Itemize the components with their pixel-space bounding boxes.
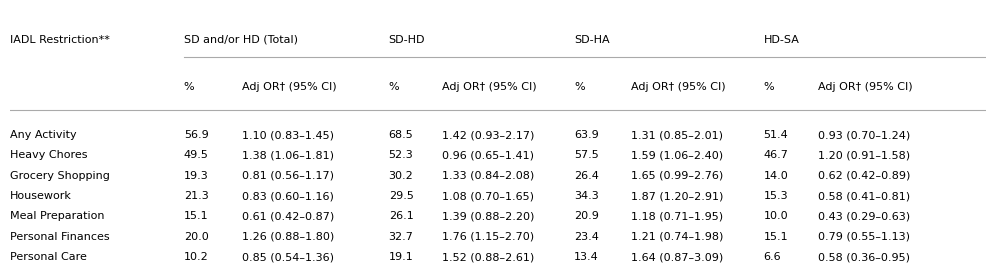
Text: 6.6: 6.6 [764,252,781,262]
Text: 15.1: 15.1 [183,211,208,221]
Text: 10.2: 10.2 [183,252,208,262]
Text: 0.62 (0.42–0.89): 0.62 (0.42–0.89) [818,171,910,181]
Text: Adj OR† (95% CI): Adj OR† (95% CI) [242,82,337,92]
Text: 0.79 (0.55–1.13): 0.79 (0.55–1.13) [818,232,910,242]
Text: 13.4: 13.4 [574,252,599,262]
Text: 1.31 (0.85–2.01): 1.31 (0.85–2.01) [630,130,723,140]
Text: 10.0: 10.0 [764,211,788,221]
Text: 0.93 (0.70–1.24): 0.93 (0.70–1.24) [818,130,910,140]
Text: 56.9: 56.9 [183,130,208,140]
Text: 0.83 (0.60–1.16): 0.83 (0.60–1.16) [242,191,334,201]
Text: 14.0: 14.0 [764,171,788,181]
Text: %: % [183,82,194,92]
Text: Meal Preparation: Meal Preparation [10,211,105,221]
Text: %: % [764,82,774,92]
Text: 0.61 (0.42–0.87): 0.61 (0.42–0.87) [242,211,335,221]
Text: 1.38 (1.06–1.81): 1.38 (1.06–1.81) [242,150,335,160]
Text: SD-HD: SD-HD [388,35,425,45]
Text: %: % [388,82,399,92]
Text: 20.0: 20.0 [183,232,208,242]
Text: 1.26 (0.88–1.80): 1.26 (0.88–1.80) [242,232,335,242]
Text: 1.59 (1.06–2.40): 1.59 (1.06–2.40) [630,150,723,160]
Text: %: % [574,82,585,92]
Text: 46.7: 46.7 [764,150,789,160]
Text: Housework: Housework [10,191,72,201]
Text: 1.76 (1.15–2.70): 1.76 (1.15–2.70) [442,232,535,242]
Text: 63.9: 63.9 [574,130,599,140]
Text: IADL Restriction**: IADL Restriction** [10,35,110,45]
Text: 0.85 (0.54–1.36): 0.85 (0.54–1.36) [242,252,335,262]
Text: 0.96 (0.65–1.41): 0.96 (0.65–1.41) [442,150,535,160]
Text: 26.4: 26.4 [574,171,599,181]
Text: 1.65 (0.99–2.76): 1.65 (0.99–2.76) [630,171,723,181]
Text: Personal Finances: Personal Finances [10,232,110,242]
Text: Grocery Shopping: Grocery Shopping [10,171,110,181]
Text: SD and/or HD (Total): SD and/or HD (Total) [183,35,298,45]
Text: 34.3: 34.3 [574,191,599,201]
Text: 1.42 (0.93–2.17): 1.42 (0.93–2.17) [442,130,535,140]
Text: 1.39 (0.88–2.20): 1.39 (0.88–2.20) [442,211,535,221]
Text: 0.81 (0.56–1.17): 0.81 (0.56–1.17) [242,171,335,181]
Text: Personal Care: Personal Care [10,252,87,262]
Text: 29.5: 29.5 [388,191,413,201]
Text: 30.2: 30.2 [388,171,413,181]
Text: 32.7: 32.7 [388,232,413,242]
Text: 1.33 (0.84–2.08): 1.33 (0.84–2.08) [442,171,535,181]
Text: 49.5: 49.5 [183,150,208,160]
Text: 0.43 (0.29–0.63): 0.43 (0.29–0.63) [818,211,910,221]
Text: 1.21 (0.74–1.98): 1.21 (0.74–1.98) [630,232,723,242]
Text: 23.4: 23.4 [574,232,599,242]
Text: 57.5: 57.5 [574,150,599,160]
Text: Adj OR† (95% CI): Adj OR† (95% CI) [442,82,537,92]
Text: SD-HA: SD-HA [574,35,610,45]
Text: 68.5: 68.5 [388,130,413,140]
Text: 19.3: 19.3 [183,171,208,181]
Text: Adj OR† (95% CI): Adj OR† (95% CI) [818,82,912,92]
Text: 0.58 (0.36–0.95): 0.58 (0.36–0.95) [818,252,910,262]
Text: 0.58 (0.41–0.81): 0.58 (0.41–0.81) [818,191,910,201]
Text: 21.3: 21.3 [183,191,208,201]
Text: HD-SA: HD-SA [764,35,800,45]
Text: Adj OR† (95% CI): Adj OR† (95% CI) [630,82,725,92]
Text: 20.9: 20.9 [574,211,599,221]
Text: Any Activity: Any Activity [10,130,77,140]
Text: 19.1: 19.1 [388,252,413,262]
Text: 1.52 (0.88–2.61): 1.52 (0.88–2.61) [442,252,535,262]
Text: 15.3: 15.3 [764,191,788,201]
Text: 1.08 (0.70–1.65): 1.08 (0.70–1.65) [442,191,535,201]
Text: 51.4: 51.4 [764,130,788,140]
Text: 26.1: 26.1 [388,211,413,221]
Text: 52.3: 52.3 [388,150,413,160]
Text: 1.20 (0.91–1.58): 1.20 (0.91–1.58) [818,150,910,160]
Text: 1.10 (0.83–1.45): 1.10 (0.83–1.45) [242,130,335,140]
Text: 15.1: 15.1 [764,232,788,242]
Text: 1.64 (0.87–3.09): 1.64 (0.87–3.09) [630,252,723,262]
Text: 1.87 (1.20–2.91): 1.87 (1.20–2.91) [630,191,723,201]
Text: Heavy Chores: Heavy Chores [10,150,88,160]
Text: 1.18 (0.71–1.95): 1.18 (0.71–1.95) [630,211,723,221]
